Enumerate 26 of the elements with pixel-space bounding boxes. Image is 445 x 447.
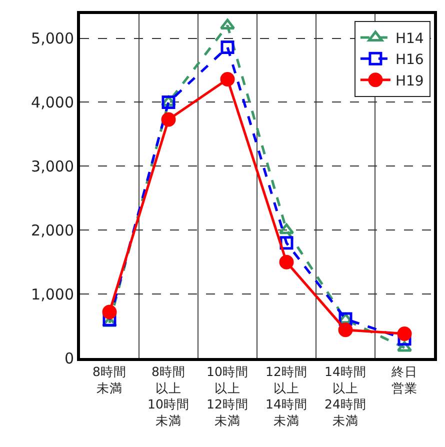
point xyxy=(278,223,294,234)
point xyxy=(220,18,236,30)
legend-label: H14 xyxy=(395,30,424,47)
x-tick-label: 12時間以上14時間未満 xyxy=(266,364,308,428)
y-tick-label: 4,000 xyxy=(31,93,74,112)
point xyxy=(279,254,294,270)
point xyxy=(102,304,117,320)
point xyxy=(220,40,234,54)
point xyxy=(161,112,176,127)
x-tick-label: 14時間以上24時間未満 xyxy=(324,364,366,428)
point xyxy=(220,72,235,86)
x-tick-label: 8時間未満 xyxy=(92,364,126,396)
legend-label: H19 xyxy=(395,73,424,90)
legend-label: H16 xyxy=(395,52,424,68)
y-tick-label: 5,000 xyxy=(31,30,74,48)
x-tick-label: 10時間以上12時間未満 xyxy=(206,364,248,428)
y-tick-label: 3,000 xyxy=(31,157,74,176)
x-tick-label: 終日営業 xyxy=(390,364,418,396)
point xyxy=(162,95,176,109)
point xyxy=(338,322,353,338)
point xyxy=(102,312,116,326)
y-tick-label: 1,000 xyxy=(31,285,74,304)
y-tick-label: 2,000 xyxy=(31,221,74,240)
y-tick-label: 0 xyxy=(64,349,74,368)
point xyxy=(397,326,412,341)
x-tick-label: 8時間以上10時間未満 xyxy=(148,364,190,428)
